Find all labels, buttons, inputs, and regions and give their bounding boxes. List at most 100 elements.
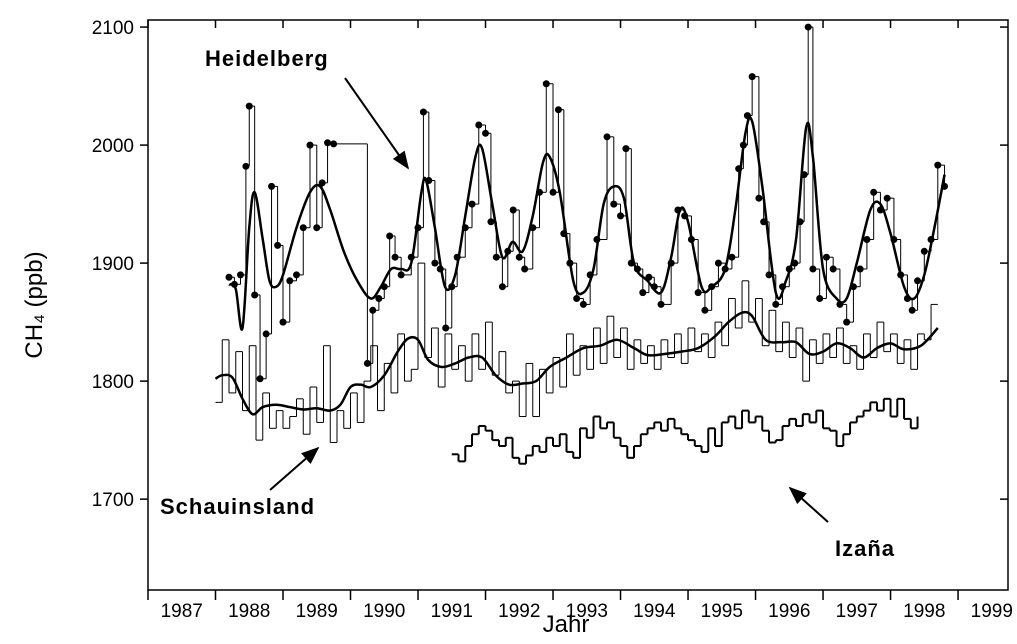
- y-axis-label: CH₄ (ppb): [21, 251, 48, 358]
- data-point: [934, 161, 942, 169]
- data-point: [914, 277, 922, 285]
- y-tick-label: 1700: [92, 490, 134, 511]
- data-point: [306, 141, 314, 149]
- data-point: [856, 265, 864, 273]
- data-point: [487, 218, 495, 226]
- data-point: [755, 194, 763, 202]
- data-point: [549, 188, 557, 196]
- data-point: [492, 253, 500, 261]
- annotation-arrow: [788, 486, 829, 523]
- data-point: [279, 318, 287, 326]
- data-point: [908, 306, 916, 314]
- data-point: [617, 212, 625, 220]
- smooth-line: [228, 116, 946, 331]
- data-point: [809, 265, 817, 273]
- annotation-arrow: [269, 446, 320, 491]
- data-point: [225, 273, 233, 281]
- data-point: [299, 224, 307, 232]
- data-point: [431, 259, 439, 267]
- x-tick-label: 1988: [228, 601, 270, 622]
- data-point: [262, 330, 270, 338]
- data-point: [714, 259, 722, 267]
- data-point: [694, 289, 702, 297]
- data-point: [498, 283, 506, 291]
- data-point: [765, 271, 773, 279]
- data-point: [610, 200, 618, 208]
- data-point: [369, 306, 377, 314]
- data-point: [268, 182, 276, 190]
- y-tick-label: 1900: [92, 254, 134, 275]
- data-point: [236, 271, 244, 279]
- x-tick-label: 1996: [768, 601, 810, 622]
- annotation: Izaña: [835, 536, 895, 561]
- x-tick-label: 1993: [566, 601, 608, 622]
- plot-frame: [147, 19, 1009, 591]
- x-tick-label: 1998: [903, 601, 945, 622]
- annotation-arrow: [344, 77, 410, 170]
- annotation: Heidelberg: [205, 46, 329, 71]
- data-point: [391, 253, 399, 261]
- data-point: [920, 247, 928, 255]
- x-tick-label: 1989: [296, 601, 338, 622]
- data-point: [482, 129, 490, 137]
- x-tick-label: 1999: [971, 601, 1013, 622]
- data-point: [386, 232, 394, 240]
- data-point: [883, 194, 891, 202]
- y-tick-label: 2100: [92, 18, 134, 39]
- data-point: [554, 106, 562, 114]
- data-point: [829, 265, 837, 273]
- data-point: [397, 271, 405, 279]
- data-point: [375, 295, 383, 303]
- data-point: [657, 300, 665, 308]
- x-tick-label: 1987: [161, 601, 203, 622]
- data-point: [521, 265, 529, 273]
- data-point: [579, 300, 587, 308]
- data-point: [293, 271, 301, 279]
- data-point: [870, 188, 878, 196]
- data-point: [701, 306, 709, 314]
- data-point: [622, 145, 630, 153]
- x-tick-label: 1992: [498, 601, 540, 622]
- data-point: [573, 295, 581, 303]
- x-tick-label: 1990: [363, 601, 405, 622]
- data-point: [475, 121, 483, 129]
- annotation: Schauinsland: [160, 494, 315, 519]
- data-point: [274, 241, 282, 249]
- data-point: [318, 179, 326, 187]
- x-tick-label: 1995: [701, 601, 743, 622]
- data-point: [286, 277, 294, 285]
- data-point: [639, 289, 647, 297]
- data-point: [419, 108, 427, 116]
- data-point: [816, 295, 824, 303]
- data-point: [509, 206, 517, 214]
- data-point: [313, 224, 321, 232]
- data-point: [251, 291, 259, 299]
- data-point: [330, 140, 338, 148]
- data-point: [256, 375, 264, 383]
- data-point: [728, 253, 736, 261]
- data-point: [772, 300, 780, 308]
- y-tick-label: 1800: [92, 372, 134, 393]
- data-point: [748, 73, 756, 81]
- data-point: [542, 80, 550, 88]
- data-point: [245, 102, 253, 110]
- data-point: [822, 253, 830, 261]
- data-point: [603, 133, 611, 141]
- data-point: [804, 23, 812, 31]
- data-point: [242, 162, 250, 170]
- x-tick-label: 1991: [431, 601, 473, 622]
- data-point: [863, 236, 871, 244]
- y-tick-label: 2000: [92, 136, 134, 157]
- x-axis-label: Jahr: [543, 611, 590, 638]
- data-point: [468, 200, 476, 208]
- x-tick-label: 1997: [836, 601, 878, 622]
- data-point: [363, 359, 371, 367]
- data-point: [324, 139, 332, 147]
- smooth-line: [214, 310, 939, 416]
- data-point: [843, 318, 851, 326]
- data-point: [515, 253, 523, 261]
- data-point: [442, 324, 450, 332]
- x-tick-label: 1994: [633, 601, 676, 622]
